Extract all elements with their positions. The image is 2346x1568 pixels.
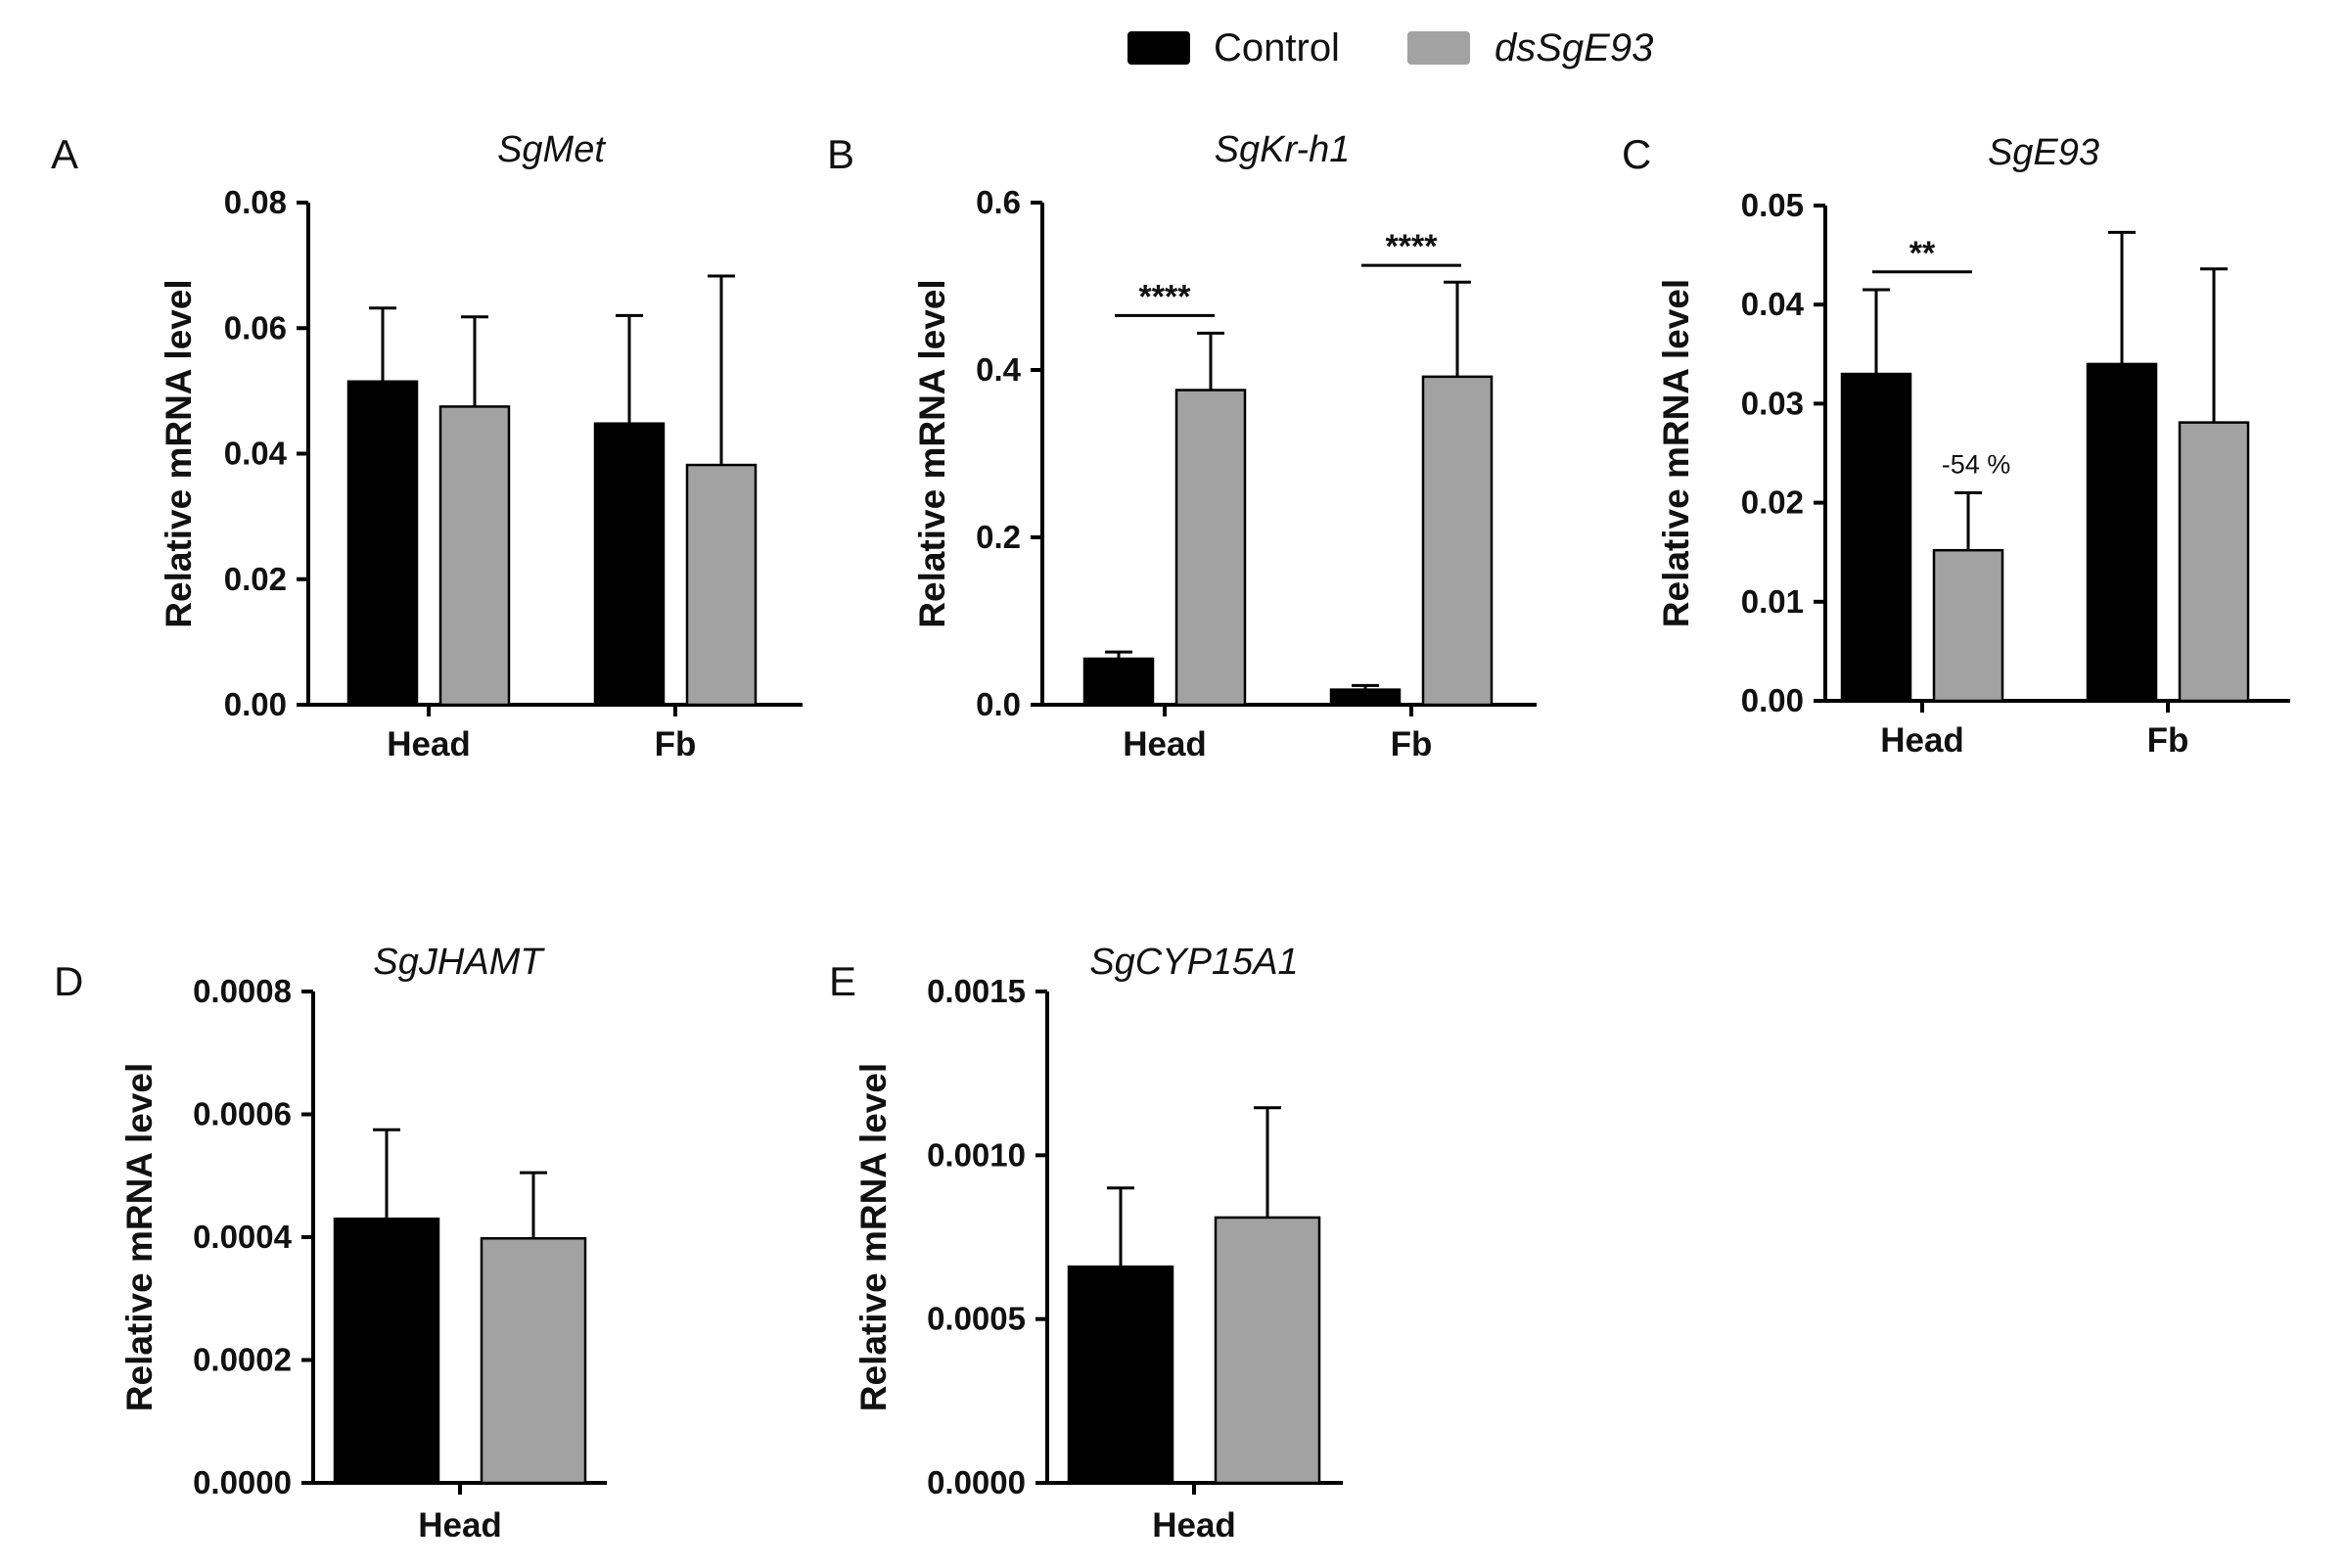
panels: A SgMet Relative mRNA level 0.00 0.02 0.04 0.0… bbox=[51, 129, 2290, 1545]
y-tick-label: 0.0000 bbox=[927, 1464, 1026, 1500]
y-tick-label: 0.0006 bbox=[193, 1096, 292, 1132]
chart-title: SgCYP15A1 bbox=[1089, 942, 1298, 983]
chart-title: SgMet bbox=[497, 129, 606, 170]
bar-control-head bbox=[1082, 657, 1155, 707]
y-tick-label: 0.04 bbox=[1741, 286, 1805, 322]
bar-treatment-fb bbox=[1421, 375, 1494, 707]
y-tick-label: 0.0 bbox=[976, 686, 1021, 722]
y-tick-label: 0.04 bbox=[224, 436, 288, 472]
y-tick-label: 0.0015 bbox=[927, 973, 1026, 1009]
y-tick-label: 0.00 bbox=[224, 686, 287, 722]
y-tick-label: 0.00 bbox=[1741, 682, 1804, 718]
y-tick-label: 0.2 bbox=[976, 519, 1021, 555]
legend-swatch-control bbox=[1127, 31, 1190, 65]
bar-treatment-head bbox=[1932, 548, 2004, 703]
x-tick-label: Head bbox=[418, 1506, 502, 1545]
x-tick-label: Head bbox=[1123, 725, 1207, 763]
bar-treatment-head bbox=[438, 405, 511, 707]
x-tick-label: Head bbox=[1152, 1506, 1236, 1545]
y-axis-label: Relative mRNA level bbox=[853, 1063, 894, 1411]
bar-control-fb bbox=[2086, 362, 2158, 703]
percent-change-annotation: -54 % bbox=[1942, 449, 2011, 479]
y-tick-label: 0.06 bbox=[224, 309, 287, 346]
y-tick-label: 0.02 bbox=[1741, 484, 1804, 521]
legend-label-treatment: dsSgE93 bbox=[1495, 26, 1653, 69]
bar-treatment-fb bbox=[2178, 421, 2250, 703]
y-axis-label: Relative mRNA level bbox=[1656, 279, 1696, 627]
chart-panel-e: E SgCYP15A1 Relative mRNA level 0.0000 0.000… bbox=[829, 942, 1343, 1545]
y-tick-label: 0.6 bbox=[976, 184, 1021, 220]
chart-panel-d: D SgJHAMT Relative mRNA level 0.0000 0.0002 0… bbox=[54, 942, 607, 1545]
significance-label: **** bbox=[1386, 228, 1439, 265]
y-tick-label: 0.03 bbox=[1741, 385, 1804, 421]
x-tick-label: Head bbox=[387, 725, 471, 763]
bar-control-head bbox=[1067, 1265, 1174, 1485]
y-tick-label: 0.4 bbox=[976, 351, 1022, 388]
y-axis-label: Relative mRNA level bbox=[912, 279, 952, 627]
chart-panel-a: A SgMet Relative mRNA level 0.00 0.02 0.04 0.0… bbox=[51, 129, 803, 763]
y-tick-label: 0.0010 bbox=[927, 1136, 1026, 1173]
significance-label: ** bbox=[1909, 235, 1936, 272]
panel-letter: B bbox=[827, 131, 854, 177]
chart-panel-c: C SgE93 Relative mRNA level 0.00 0.01 0.02 0.0… bbox=[1622, 131, 2290, 760]
bar-treatment-head bbox=[1214, 1216, 1321, 1485]
chart-panel-b: B SgKr-h1 Relative mRNA level 0.0 0.2 0.4 0.6 H… bbox=[827, 129, 1537, 763]
panel-letter: C bbox=[1622, 131, 1651, 177]
legend-label-control: Control bbox=[1214, 26, 1340, 69]
panel-letter: A bbox=[51, 131, 78, 177]
bar-treatment-fb bbox=[685, 463, 758, 707]
bar-treatment-head bbox=[1174, 389, 1247, 707]
x-tick-label: Fb bbox=[1391, 725, 1433, 763]
chart-title: SgE93 bbox=[1988, 132, 2099, 173]
y-tick-label: 0.08 bbox=[224, 184, 287, 220]
y-tick-label: 0.02 bbox=[224, 561, 287, 597]
x-tick-label: Fb bbox=[2147, 721, 2189, 760]
chart-title: SgJHAMT bbox=[373, 942, 545, 983]
bar-control-head bbox=[1840, 372, 1912, 703]
x-tick-label: Head bbox=[1880, 721, 1964, 760]
chart-title: SgKr-h1 bbox=[1215, 129, 1351, 170]
panel-letter: D bbox=[54, 958, 83, 1004]
y-tick-label: 0.0002 bbox=[193, 1342, 292, 1378]
legend-swatch-treatment bbox=[1407, 31, 1470, 65]
y-axis-label: Relative mRNA level bbox=[159, 279, 199, 627]
legend: Control dsSgE93 bbox=[1127, 26, 1653, 69]
y-tick-label: 0.0004 bbox=[193, 1219, 293, 1255]
y-tick-label: 0.0005 bbox=[927, 1301, 1026, 1337]
panel-letter: E bbox=[829, 958, 856, 1004]
bar-control-head bbox=[333, 1217, 440, 1485]
y-tick-label: 0.0008 bbox=[193, 973, 292, 1009]
x-tick-label: Fb bbox=[655, 725, 697, 763]
bar-control-head bbox=[346, 380, 419, 707]
significance-label: **** bbox=[1139, 278, 1192, 315]
y-axis-label: Relative mRNA level bbox=[119, 1063, 160, 1411]
y-tick-label: 0.05 bbox=[1741, 187, 1804, 223]
bar-treatment-head bbox=[480, 1237, 587, 1485]
bar-control-fb bbox=[1329, 688, 1402, 707]
y-tick-label: 0.01 bbox=[1741, 583, 1804, 620]
bar-control-fb bbox=[593, 422, 666, 707]
y-tick-label: 0.0000 bbox=[193, 1464, 292, 1500]
